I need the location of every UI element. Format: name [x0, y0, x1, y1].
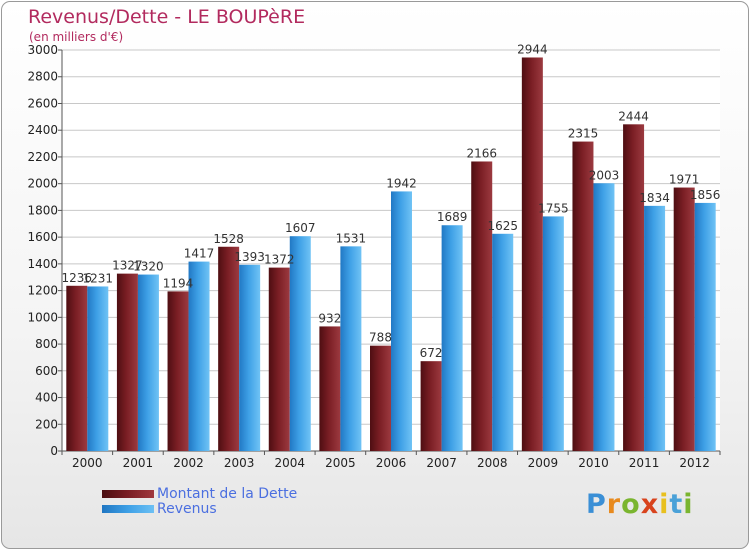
bar-debt	[420, 361, 442, 451]
x-tick-label: 2006	[376, 456, 407, 470]
data-label-debt: 1327	[112, 259, 143, 273]
y-tick-label: 400	[35, 391, 58, 405]
bar-debt	[66, 285, 88, 451]
data-label-debt: 932	[318, 311, 341, 325]
bar-debt	[218, 246, 240, 451]
data-label-revenue: 1320	[133, 260, 164, 274]
logo-letter: i	[683, 489, 694, 520]
legend-swatch-revenue	[102, 505, 154, 513]
data-label-debt: 1194	[163, 276, 194, 290]
data-label-debt: 1236	[62, 271, 93, 285]
x-tick-label: 2009	[528, 456, 559, 470]
x-tick-label: 2008	[477, 456, 508, 470]
y-tick-label: 600	[35, 364, 58, 378]
bar-revenue	[492, 233, 514, 451]
bar-revenue	[289, 236, 311, 451]
bar-debt	[268, 267, 290, 451]
bar-revenue	[391, 191, 412, 452]
data-label-debt: 672	[420, 346, 443, 360]
data-label-revenue: 1393	[234, 250, 265, 264]
data-label-debt: 2444	[618, 109, 649, 123]
logo-letter: x	[640, 489, 660, 520]
legend-label-debt: Montant de la Dette	[157, 486, 298, 502]
data-label-debt: 1971	[669, 173, 700, 187]
x-tick-label: 2000	[72, 456, 103, 470]
proxiti-logo: Proxiti	[586, 489, 694, 520]
y-tick-label: 800	[35, 337, 58, 351]
bar-revenue	[542, 216, 564, 451]
data-label-debt: 2315	[568, 127, 599, 141]
data-label-debt: 788	[369, 331, 392, 345]
x-tick-label: 2007	[426, 456, 457, 470]
y-tick-label: 1200	[27, 284, 58, 298]
bar-debt	[471, 161, 493, 451]
y-tick-label: 1000	[27, 310, 58, 324]
bar-revenue	[694, 202, 716, 451]
bar-revenue	[593, 183, 615, 451]
bar-revenue	[644, 205, 666, 451]
y-tick-label: 3000	[27, 43, 58, 57]
y-tick-label: 2600	[27, 96, 58, 110]
data-label-debt: 1528	[213, 232, 244, 246]
chart-title: Revenus/Dette - LE BOUPèRE	[28, 6, 306, 28]
y-tick-label: 1600	[27, 230, 58, 244]
data-label-debt: 1372	[264, 253, 295, 267]
bar-debt	[319, 326, 341, 451]
x-tick-label: 2003	[224, 456, 255, 470]
data-label-revenue: 1417	[184, 247, 215, 261]
y-tick-label: 2000	[27, 177, 58, 191]
x-tick-label: 2002	[173, 456, 204, 470]
data-label-revenue: 1625	[487, 219, 518, 233]
logo-letter: r	[606, 489, 622, 520]
y-tick-label: 2400	[27, 123, 58, 137]
bar-debt	[623, 124, 645, 451]
bar-debt	[370, 345, 391, 451]
data-label-revenue: 1689	[437, 210, 468, 224]
data-label-revenue: 2003	[589, 168, 620, 182]
y-tick-label: 2200	[27, 150, 58, 164]
bar-debt	[116, 273, 138, 451]
chart-subtitle: (en milliers d'€)	[29, 30, 124, 44]
bar-debt	[167, 291, 189, 451]
data-label-revenue: 1231	[83, 271, 114, 285]
bar-revenue	[340, 246, 362, 451]
bar-revenue	[239, 264, 261, 451]
bar-revenue	[188, 261, 210, 451]
logo-letter: o	[621, 489, 641, 520]
data-label-revenue: 1856	[690, 188, 721, 202]
y-tick-label: 0	[50, 444, 58, 458]
x-tick-label: 2005	[325, 456, 356, 470]
bar-revenue	[441, 225, 463, 451]
data-label-revenue: 1834	[639, 191, 670, 205]
data-label-debt: 2944	[517, 42, 548, 56]
bar-debt	[572, 141, 594, 452]
x-tick-label: 2012	[679, 456, 710, 470]
x-tick-label: 2010	[578, 456, 609, 470]
bar-revenue	[137, 274, 159, 451]
x-tick-label: 2001	[123, 456, 154, 470]
data-label-revenue: 1531	[336, 231, 367, 245]
logo-letter: P	[586, 489, 607, 520]
bar-revenue	[87, 286, 109, 451]
legend-swatch-debt	[102, 490, 154, 498]
bar-debt	[673, 187, 695, 451]
data-label-revenue: 1942	[386, 176, 417, 190]
data-label-revenue: 1607	[285, 221, 316, 235]
data-label-revenue: 1755	[538, 201, 569, 215]
logo-letter: i	[659, 489, 670, 520]
y-tick-label: 1400	[27, 257, 58, 271]
y-tick-label: 2800	[27, 70, 58, 84]
x-tick-label: 2004	[274, 456, 305, 470]
x-tick-label: 2011	[629, 456, 660, 470]
bar-debt	[521, 57, 543, 452]
y-tick-label: 200	[35, 417, 58, 431]
legend-label-revenue: Revenus	[157, 501, 217, 517]
data-label-debt: 2166	[466, 146, 497, 160]
logo-letter: t	[669, 489, 684, 520]
y-tick-label: 1800	[27, 203, 58, 217]
